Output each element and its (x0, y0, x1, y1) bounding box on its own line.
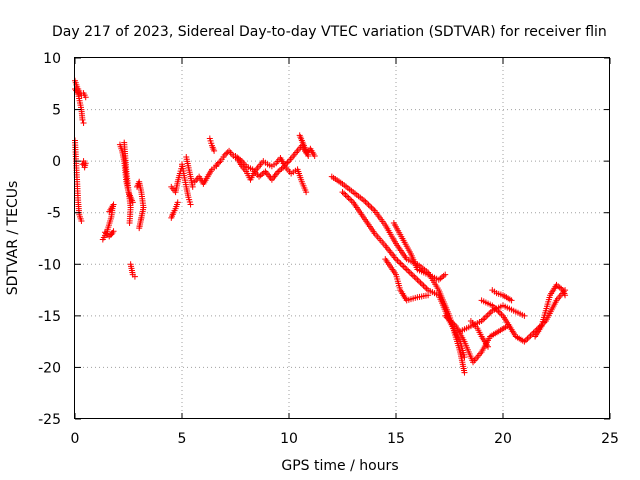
data-track (489, 287, 515, 304)
data-track (183, 154, 196, 190)
data-track (296, 132, 312, 159)
y-tick-label: -15 (38, 309, 61, 325)
y-tick-label: -20 (38, 360, 61, 376)
data-track (179, 161, 194, 208)
data-track (232, 152, 310, 196)
data-track (101, 228, 117, 240)
x-tick-label: 0 (71, 431, 80, 447)
y-tick-label: -25 (38, 412, 61, 428)
data-track (191, 163, 220, 187)
data-track (382, 256, 432, 304)
data-track (134, 178, 147, 232)
data-track (532, 281, 569, 340)
data-track (206, 135, 218, 154)
x-tick-label: 25 (601, 431, 619, 447)
x-axis-label: GPS time / hours (281, 458, 398, 474)
x-tick-label: 5 (178, 431, 187, 447)
y-tick-label: -10 (38, 257, 61, 273)
y-tick-label: 5 (52, 103, 61, 119)
y-tick-label: 10 (43, 51, 61, 67)
data-track (390, 220, 449, 283)
data-track (213, 142, 318, 183)
chart-title: Day 217 of 2023, Sidereal Day-to-day VTE… (52, 24, 607, 40)
data-track (168, 199, 181, 221)
x-tick-label: 10 (280, 431, 298, 447)
x-tick-label: 15 (387, 431, 405, 447)
grid-lines (75, 58, 610, 419)
y-axis-label: SDTVAR / TECUs (5, 181, 21, 296)
y-tick-label: -5 (47, 206, 61, 222)
data-track (121, 139, 134, 227)
data-track (79, 158, 89, 171)
data-track (72, 137, 85, 224)
data-points (72, 77, 569, 376)
data-track (442, 312, 511, 366)
plot-frame (74, 57, 610, 419)
data-track (127, 261, 138, 280)
data-track (467, 318, 492, 350)
data-track (339, 189, 468, 361)
data-track (478, 287, 569, 345)
x-tick-label: 20 (494, 431, 512, 447)
axis-ticks: 0 5 10 15 20 25 -25 -20 -15 -10 -5 0 5 10 (38, 51, 619, 447)
y-tick-label: 0 (52, 154, 61, 170)
